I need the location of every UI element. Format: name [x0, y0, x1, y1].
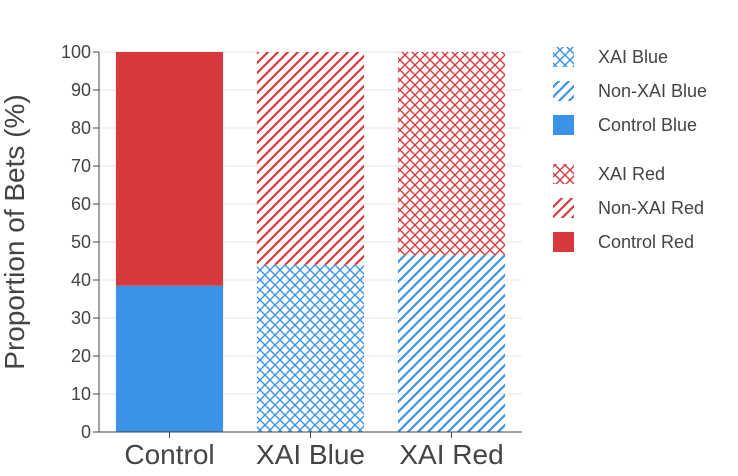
y-tick-label: 0 — [81, 422, 91, 442]
legend-swatch — [553, 164, 574, 184]
legend-label: Control Blue — [598, 115, 697, 135]
bars — [115, 52, 506, 432]
legend-label: XAI Red — [598, 164, 665, 184]
y-tick-label: 30 — [71, 308, 91, 328]
legend-label: Control Red — [598, 232, 694, 252]
y-tick-label: 20 — [71, 346, 91, 366]
x-tick-label: XAI Red — [399, 439, 503, 470]
y-tick-label: 70 — [71, 156, 91, 176]
legend-swatch — [553, 232, 574, 252]
y-tick-label: 90 — [71, 80, 91, 100]
bar-segment — [115, 52, 224, 286]
bar-segment — [397, 52, 506, 256]
bar-segment — [256, 52, 365, 265]
y-tick-label: 80 — [71, 118, 91, 138]
y-tick-label: 50 — [71, 232, 91, 252]
legend-label: XAI Blue — [598, 47, 668, 67]
legend-item[interactable]: Control Red — [553, 232, 694, 252]
axes: 0 10 20 30 40 50 60 70 80 90 100 Control XAI Blue XAI… — [61, 42, 522, 470]
legend-item[interactable]: XAI Blue — [553, 47, 668, 67]
legend-item[interactable]: Non-XAI Blue — [553, 81, 707, 101]
y-axis-title: Proportion of Bets (%) — [0, 94, 30, 369]
legend-swatch — [553, 198, 574, 218]
legend-item[interactable]: Non-XAI Red — [553, 198, 704, 218]
bar-segment — [397, 255, 506, 432]
legend-label: Non-XAI Blue — [598, 81, 707, 101]
x-tick-label: XAI Blue — [256, 439, 365, 470]
legend-item[interactable]: XAI Red — [553, 164, 665, 184]
y-tick-label: 10 — [71, 384, 91, 404]
legend-label: Non-XAI Red — [598, 198, 704, 218]
legend-swatch — [553, 47, 574, 67]
bar-segment — [256, 264, 365, 432]
legend: XAI Blue Non-XAI Blue Control Blue XAI Red N… — [553, 47, 707, 252]
y-tick-label: 40 — [71, 270, 91, 290]
y-tick-label: 60 — [71, 194, 91, 214]
bar-segment — [115, 285, 224, 432]
legend-item[interactable]: Control Blue — [553, 115, 697, 135]
legend-swatch — [553, 81, 574, 101]
legend-swatch — [553, 115, 574, 135]
y-tick-label: 100 — [61, 42, 91, 62]
x-tick-label: Control — [124, 439, 214, 470]
